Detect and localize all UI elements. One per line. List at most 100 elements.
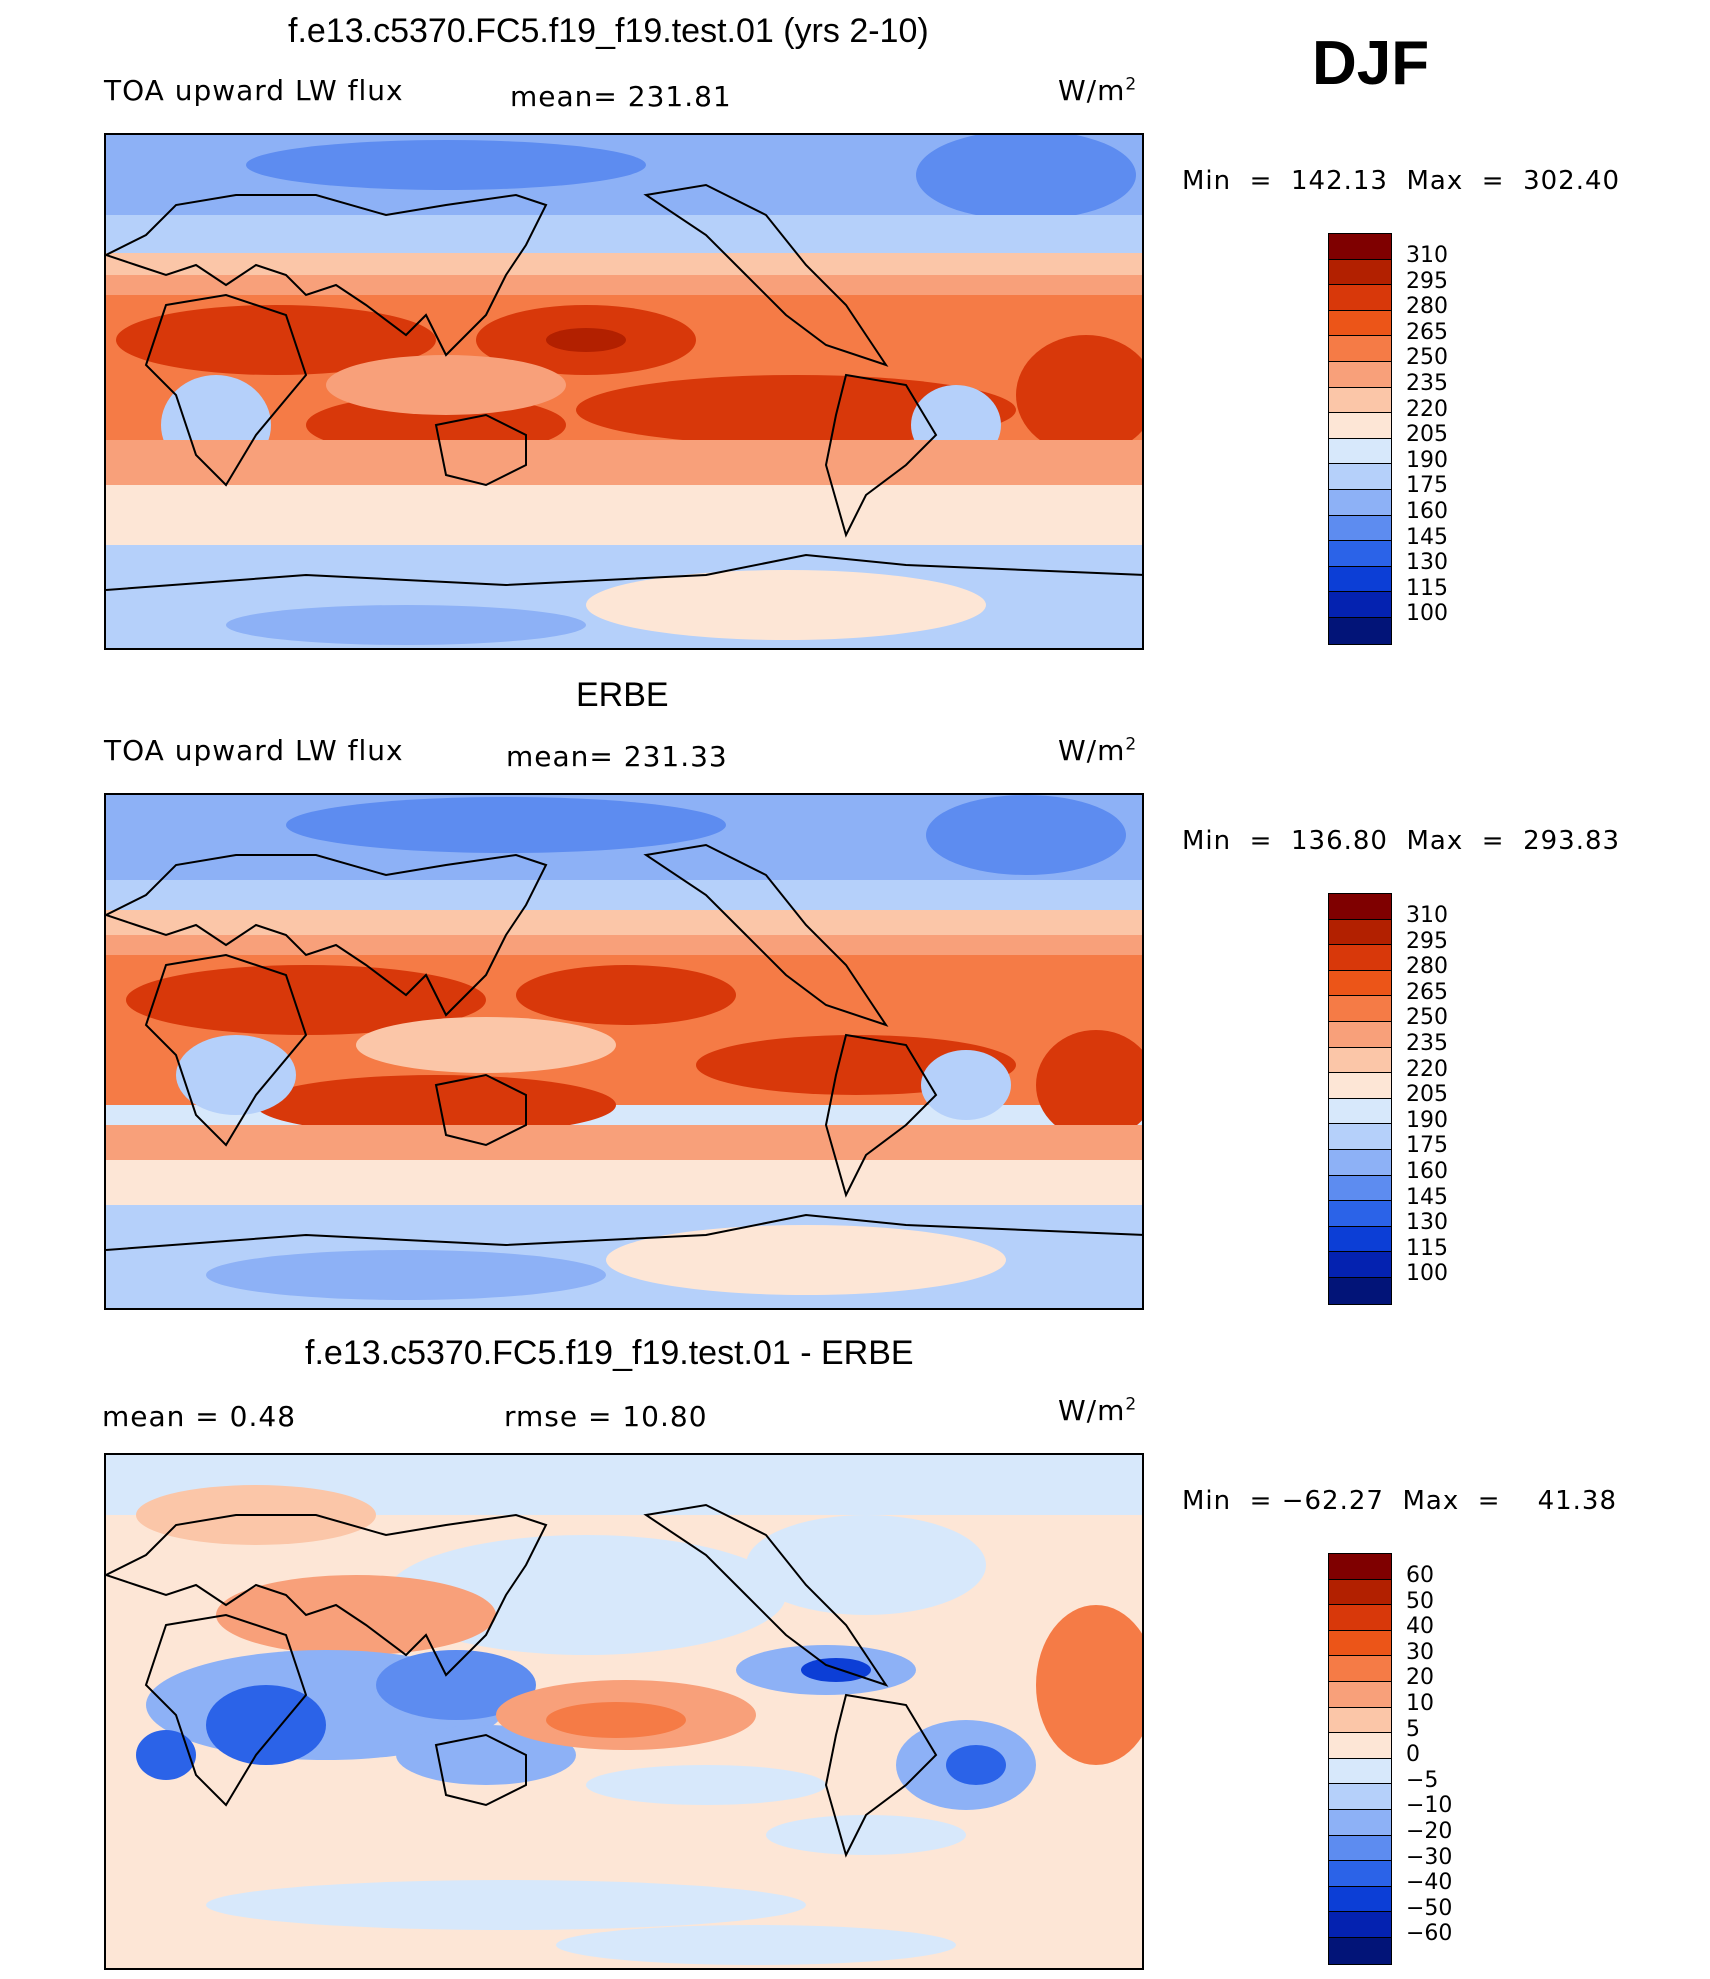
colorbar-box xyxy=(1329,285,1391,311)
colorbar-box xyxy=(1329,566,1391,593)
panel-2-units: W/m2 xyxy=(1058,734,1138,767)
panel-2-colorbar xyxy=(1328,893,1392,1305)
panel-3-contour-map xyxy=(106,1455,1142,1968)
colorbar-tick-label: 205 xyxy=(1406,1082,1448,1108)
colorbar-box xyxy=(1329,1758,1391,1785)
season-label: DJF xyxy=(1312,29,1430,98)
colorbar-box xyxy=(1329,1937,1391,1964)
colorbar-box xyxy=(1329,1784,1391,1810)
colorbar-box xyxy=(1329,1630,1391,1657)
colorbar-box xyxy=(1329,336,1391,362)
colorbar-tick-label: 160 xyxy=(1406,499,1448,524)
colorbar-tick-label: 190 xyxy=(1406,447,1448,473)
colorbar-tick-label: 10 xyxy=(1406,1691,1434,1716)
colorbar-box xyxy=(1329,1861,1391,1887)
colorbar-tick-label: 130 xyxy=(1406,550,1448,576)
colorbar-box xyxy=(1329,1201,1391,1227)
colorbar-box xyxy=(1329,1554,1391,1580)
panel-2-title: ERBE xyxy=(576,676,669,714)
panel-2-variable-label: TOA upward LW flux xyxy=(104,734,404,767)
colorbar-box xyxy=(1329,1733,1391,1759)
colorbar-box xyxy=(1329,438,1391,465)
colorbar-tick-label: 0 xyxy=(1406,1742,1420,1768)
colorbar-box xyxy=(1329,1021,1391,1048)
colorbar-tick-label: 235 xyxy=(1406,1031,1448,1056)
colorbar-box xyxy=(1329,1073,1391,1099)
panel-3-map xyxy=(104,1453,1144,1970)
colorbar-tick-label: 220 xyxy=(1406,396,1448,422)
colorbar-box xyxy=(1329,919,1391,946)
colorbar-box xyxy=(1329,945,1391,971)
colorbar-tick-label: −20 xyxy=(1406,1819,1453,1844)
colorbar-box xyxy=(1329,413,1391,439)
colorbar-tick-label: 205 xyxy=(1406,422,1448,448)
panel-3-colorbar xyxy=(1328,1553,1392,1965)
colorbar-box xyxy=(1329,515,1391,542)
colorbar-box xyxy=(1329,1579,1391,1606)
colorbar-tick-label: 115 xyxy=(1406,575,1448,601)
colorbar-tick-label: 130 xyxy=(1406,1210,1448,1236)
colorbar-box xyxy=(1329,1656,1391,1682)
colorbar-tick-label: 50 xyxy=(1406,1588,1434,1614)
panel-1-colorbar xyxy=(1328,233,1392,645)
colorbar-tick-label: 30 xyxy=(1406,1639,1434,1665)
colorbar-box xyxy=(1329,489,1391,516)
panel-3-minmax: Min = −62.27 Max = 41.38 xyxy=(1182,1486,1618,1516)
colorbar-tick-label: −50 xyxy=(1406,1895,1453,1921)
colorbar-box xyxy=(1329,1047,1391,1074)
colorbar-tick-label: 175 xyxy=(1406,1133,1448,1159)
colorbar-tick-label: 145 xyxy=(1406,524,1448,550)
colorbar-tick-label: 250 xyxy=(1406,345,1448,371)
panel-2-mean-label: mean= 231.33 xyxy=(506,740,728,773)
colorbar-box xyxy=(1329,259,1391,286)
colorbar-tick-label: 175 xyxy=(1406,473,1448,499)
colorbar-tick-label: 40 xyxy=(1406,1614,1434,1640)
colorbar-box xyxy=(1329,1175,1391,1202)
panel-1-variable-label: TOA upward LW flux xyxy=(104,74,404,107)
colorbar-box xyxy=(1329,894,1391,920)
colorbar-tick-label: 265 xyxy=(1406,979,1448,1005)
colorbar-box xyxy=(1329,1124,1391,1150)
colorbar-box xyxy=(1329,1098,1391,1125)
colorbar-tick-label: 160 xyxy=(1406,1159,1448,1184)
colorbar-box xyxy=(1329,970,1391,997)
colorbar-tick-label: 60 xyxy=(1406,1563,1434,1588)
colorbar-box xyxy=(1329,464,1391,490)
colorbar-tick-label: −30 xyxy=(1406,1844,1453,1870)
colorbar-box xyxy=(1329,1707,1391,1734)
panel-3-units: W/m2 xyxy=(1058,1394,1138,1427)
colorbar-tick-label: 310 xyxy=(1406,903,1448,928)
colorbar-tick-label: 280 xyxy=(1406,294,1448,320)
colorbar-box xyxy=(1329,617,1391,644)
panel-2-minmax: Min = 136.80 Max = 293.83 xyxy=(1182,826,1621,856)
colorbar-tick-label: 220 xyxy=(1406,1056,1448,1082)
colorbar-box xyxy=(1329,1277,1391,1304)
colorbar-tick-label: 265 xyxy=(1406,319,1448,345)
colorbar-tick-label: 310 xyxy=(1406,243,1448,268)
colorbar-box xyxy=(1329,1149,1391,1176)
colorbar-box xyxy=(1329,592,1391,618)
colorbar-tick-label: 115 xyxy=(1406,1235,1448,1261)
colorbar-box xyxy=(1329,1605,1391,1631)
colorbar-box xyxy=(1329,1912,1391,1938)
colorbar-tick-label: 295 xyxy=(1406,928,1448,954)
panel-1-title: f.e13.c5370.FC5.f19_f19.test.01 (yrs 2-1… xyxy=(288,12,929,50)
colorbar-box xyxy=(1329,1809,1391,1836)
colorbar-box xyxy=(1329,1681,1391,1708)
colorbar-box xyxy=(1329,1835,1391,1862)
colorbar-tick-label: −60 xyxy=(1406,1921,1453,1947)
panel-3-title: f.e13.c5370.FC5.f19_f19.test.01 - ERBE xyxy=(305,1334,914,1372)
colorbar-box xyxy=(1329,541,1391,567)
panel-3-rmse-label: rmse = 10.80 xyxy=(504,1400,708,1433)
panel-2-map xyxy=(104,793,1144,1310)
colorbar-tick-label: 145 xyxy=(1406,1184,1448,1210)
colorbar-box xyxy=(1329,387,1391,414)
colorbar-box xyxy=(1329,1252,1391,1278)
colorbar-box xyxy=(1329,996,1391,1022)
panel-1-contour-map xyxy=(106,135,1142,648)
colorbar-tick-label: 100 xyxy=(1406,601,1448,627)
colorbar-tick-label: −5 xyxy=(1406,1767,1439,1793)
colorbar-tick-label: 235 xyxy=(1406,371,1448,396)
panel-1-mean-label: mean= 231.81 xyxy=(510,80,732,113)
colorbar-tick-label: −40 xyxy=(1406,1870,1453,1896)
